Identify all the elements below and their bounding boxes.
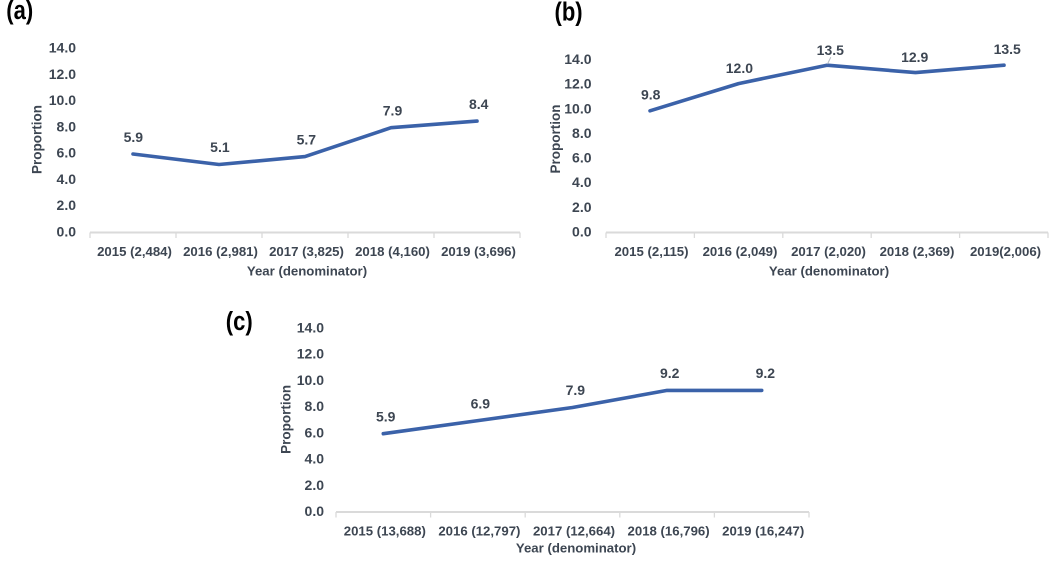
svg-text:8.0: 8.0 bbox=[57, 118, 77, 134]
svg-text:10.0: 10.0 bbox=[564, 100, 591, 116]
svg-text:2017 (2,020): 2017 (2,020) bbox=[791, 244, 866, 259]
svg-text:10.0: 10.0 bbox=[297, 372, 324, 388]
svg-text:6.0: 6.0 bbox=[57, 145, 77, 161]
svg-text:4.0: 4.0 bbox=[572, 174, 592, 190]
svg-text:Year (denominator): Year (denominator) bbox=[247, 264, 367, 279]
svg-text:0.0: 0.0 bbox=[57, 224, 77, 240]
svg-text:(a): (a) bbox=[6, 0, 33, 26]
svg-text:7.9: 7.9 bbox=[566, 382, 586, 398]
svg-text:2.0: 2.0 bbox=[57, 197, 77, 213]
svg-text:2018 (16,796): 2018 (16,796) bbox=[628, 523, 710, 538]
svg-text:Year (denominator): Year (denominator) bbox=[516, 541, 636, 556]
svg-text:(b): (b) bbox=[555, 0, 583, 27]
svg-text:2018 (4,160): 2018 (4,160) bbox=[355, 244, 430, 259]
svg-text:14.0: 14.0 bbox=[564, 51, 591, 67]
svg-text:2019(2,006): 2019(2,006) bbox=[970, 244, 1041, 259]
svg-text:6.0: 6.0 bbox=[305, 424, 325, 440]
svg-text:2015 (13,688): 2015 (13,688) bbox=[344, 523, 426, 538]
svg-text:2.0: 2.0 bbox=[305, 477, 325, 493]
svg-text:12.9: 12.9 bbox=[901, 49, 928, 65]
svg-text:8.0: 8.0 bbox=[305, 398, 325, 414]
svg-text:2016 (2,049): 2016 (2,049) bbox=[703, 244, 778, 259]
svg-text:12.0: 12.0 bbox=[726, 60, 753, 76]
svg-text:2018 (2,369): 2018 (2,369) bbox=[880, 244, 955, 259]
svg-text:13.5: 13.5 bbox=[817, 42, 844, 58]
svg-text:2016 (12,797): 2016 (12,797) bbox=[438, 523, 520, 538]
svg-text:(c): (c) bbox=[226, 307, 253, 336]
svg-text:12.0: 12.0 bbox=[49, 66, 76, 82]
svg-text:10.0: 10.0 bbox=[49, 92, 76, 108]
svg-text:9.2: 9.2 bbox=[660, 365, 680, 381]
svg-text:Proportion: Proportion bbox=[548, 105, 563, 174]
svg-text:7.9: 7.9 bbox=[383, 102, 403, 118]
svg-text:6.0: 6.0 bbox=[572, 150, 592, 166]
svg-text:4.0: 4.0 bbox=[57, 171, 77, 187]
svg-text:2017 (12,664): 2017 (12,664) bbox=[533, 523, 615, 538]
svg-text:Year (denominator): Year (denominator) bbox=[769, 264, 889, 279]
svg-text:5.1: 5.1 bbox=[210, 139, 230, 155]
svg-text:14.0: 14.0 bbox=[297, 320, 324, 336]
svg-text:Proportion: Proportion bbox=[279, 385, 294, 454]
svg-text:2019 (16,247): 2019 (16,247) bbox=[722, 523, 804, 538]
svg-text:6.9: 6.9 bbox=[471, 396, 491, 412]
svg-text:2016 (2,981): 2016 (2,981) bbox=[183, 244, 258, 259]
svg-text:12.0: 12.0 bbox=[564, 76, 591, 92]
svg-text:2015 (2,484): 2015 (2,484) bbox=[97, 244, 172, 259]
svg-text:0.0: 0.0 bbox=[572, 224, 592, 240]
svg-text:5.7: 5.7 bbox=[297, 132, 317, 148]
svg-text:2019 (3,696): 2019 (3,696) bbox=[441, 244, 516, 259]
svg-text:13.5: 13.5 bbox=[994, 41, 1021, 57]
svg-text:12.0: 12.0 bbox=[297, 346, 324, 362]
svg-text:2.0: 2.0 bbox=[572, 199, 592, 215]
svg-text:4.0: 4.0 bbox=[305, 451, 325, 467]
svg-text:2015 (2,115): 2015 (2,115) bbox=[614, 244, 688, 259]
svg-text:8.4: 8.4 bbox=[469, 96, 489, 112]
svg-text:Proportion: Proportion bbox=[30, 105, 45, 174]
svg-text:5.9: 5.9 bbox=[124, 129, 144, 145]
svg-text:0.0: 0.0 bbox=[305, 503, 325, 519]
svg-text:2017 (3,825): 2017 (3,825) bbox=[269, 244, 344, 259]
svg-text:9.2: 9.2 bbox=[756, 365, 776, 381]
svg-text:8.0: 8.0 bbox=[572, 125, 592, 141]
svg-text:9.8: 9.8 bbox=[641, 87, 661, 103]
svg-text:5.9: 5.9 bbox=[376, 409, 396, 425]
svg-text:14.0: 14.0 bbox=[49, 40, 76, 56]
